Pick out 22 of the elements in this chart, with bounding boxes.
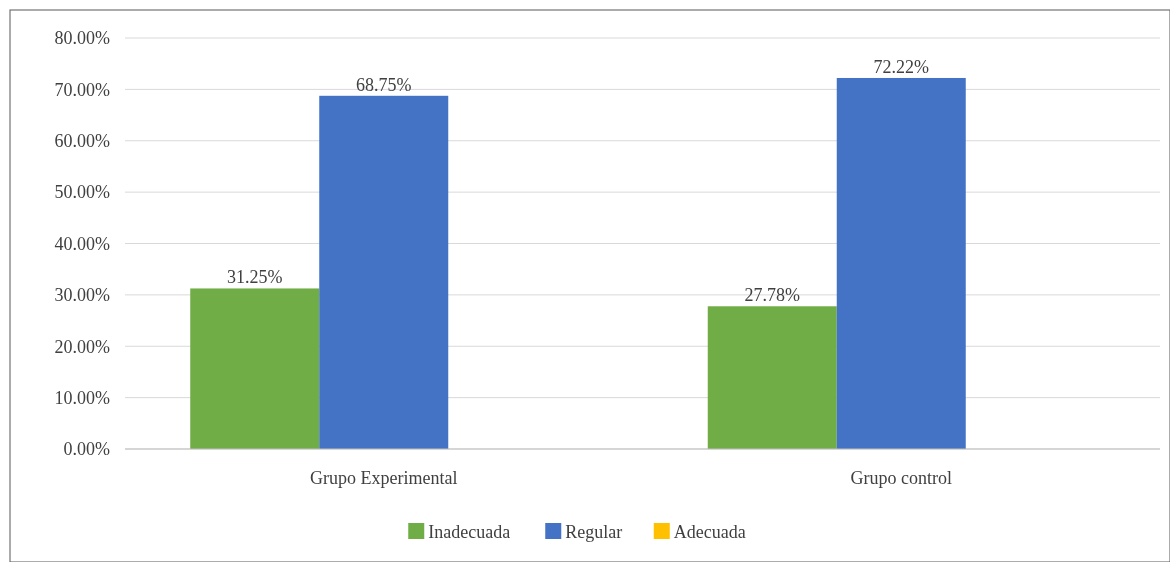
data-label: 31.25% [227,267,283,288]
data-label: 27.78% [744,285,800,306]
y-tick-label: 70.00% [54,79,110,100]
bar [707,306,837,449]
x-tick-label: Grupo control [850,468,952,488]
bar [836,77,966,449]
legend-label: Regular [565,522,623,542]
y-tick-label: 10.00% [54,387,110,408]
legend-label: Adecuada [673,522,746,542]
bar [190,288,320,449]
legend-label: Inadecuada [428,522,511,542]
y-tick-label: 30.00% [54,285,110,306]
y-tick-label: 60.00% [54,131,110,152]
y-tick-label: 20.00% [54,336,110,357]
bar [319,95,449,449]
x-tick-label: Grupo Experimental [310,468,458,488]
y-tick-label: 80.00% [54,28,110,49]
y-tick-label: 50.00% [54,182,110,203]
data-label: 72.22% [873,56,929,77]
y-tick-label: 0.00% [63,439,110,460]
data-label: 68.75% [356,74,412,95]
y-tick-label: 40.00% [54,233,110,254]
